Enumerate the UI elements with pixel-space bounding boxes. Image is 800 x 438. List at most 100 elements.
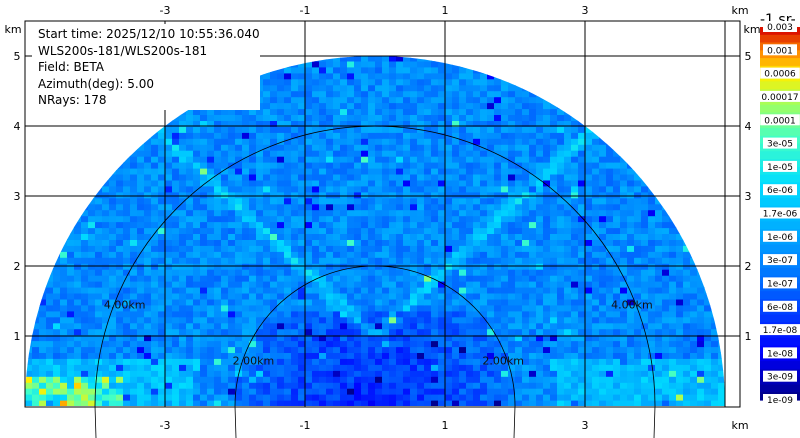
data-cell (144, 150, 152, 157)
data-cell (228, 209, 236, 217)
data-cell (690, 370, 698, 377)
data-cell (207, 251, 215, 258)
data-cell (270, 162, 278, 169)
data-cell (151, 162, 159, 169)
data-cell (312, 298, 320, 306)
data-cell (74, 281, 82, 288)
y-tick-label: 2 (745, 260, 752, 273)
data-cell (242, 239, 250, 246)
data-cell (298, 257, 306, 264)
data-cell (501, 340, 509, 348)
data-cell (312, 400, 320, 406)
data-cell (634, 400, 642, 406)
data-cell (410, 275, 418, 282)
data-cell (214, 150, 222, 157)
data-cell (263, 162, 271, 169)
data-cell (501, 275, 509, 282)
data-cell (263, 185, 271, 193)
data-cell (683, 394, 691, 401)
data-cell (396, 287, 404, 294)
data-cell (578, 316, 586, 324)
data-cell (235, 287, 243, 294)
data-cell (543, 346, 551, 353)
data-cell (424, 78, 432, 86)
data-cell (165, 352, 173, 359)
data-cell (235, 120, 243, 127)
data-cell (711, 370, 719, 377)
data-cell (158, 400, 166, 406)
data-cell (67, 304, 75, 312)
data-cell (536, 209, 544, 217)
data-cell (557, 400, 565, 406)
colorbar-label-box (757, 207, 800, 219)
data-cell (466, 382, 474, 389)
data-cell (109, 382, 117, 389)
data-cell (319, 185, 327, 193)
data-cell (704, 364, 712, 371)
data-cell (557, 197, 565, 205)
data-cell (578, 179, 586, 187)
data-cell (550, 162, 558, 169)
data-cell (347, 269, 355, 276)
data-cell (690, 352, 698, 359)
data-cell (382, 310, 390, 318)
data-cell (571, 168, 579, 175)
data-cell (333, 197, 341, 205)
data-cell (522, 203, 530, 211)
data-cell (592, 287, 600, 294)
data-cell (284, 179, 292, 187)
colorbar-label-box (763, 44, 797, 56)
data-cell (690, 316, 698, 324)
data-cell (634, 394, 642, 401)
data-cell (494, 168, 502, 175)
data-cell (522, 328, 530, 336)
data-cell (340, 114, 348, 121)
data-cell (361, 162, 369, 169)
data-cell (536, 370, 544, 377)
data-cell (298, 245, 306, 252)
colorbar-label-box (763, 230, 797, 242)
data-cell (340, 168, 348, 175)
data-cell (669, 275, 677, 282)
data-cell (193, 376, 201, 383)
data-cell (305, 334, 313, 342)
data-cell (102, 275, 110, 282)
data-cell (501, 376, 509, 383)
data-cell (536, 174, 544, 181)
data-cell (655, 269, 663, 276)
data-cell (508, 376, 516, 383)
data-cell (606, 179, 614, 187)
data-cell (270, 227, 278, 234)
data-cell (550, 245, 558, 252)
data-cell (263, 126, 271, 133)
data-cell (683, 281, 691, 288)
data-cell (515, 364, 523, 371)
data-cell (333, 66, 341, 74)
data-cell (46, 346, 54, 353)
data-cell (228, 191, 236, 199)
data-cell (277, 84, 285, 92)
data-cell (536, 203, 544, 211)
data-cell (487, 245, 495, 252)
data-cell (613, 346, 621, 353)
data-cell (529, 114, 537, 121)
data-cell (578, 132, 586, 139)
data-cell (193, 233, 201, 240)
data-cell (137, 293, 145, 300)
data-cell (263, 334, 271, 342)
range-ring (94, 125, 656, 407)
data-cell (186, 304, 194, 312)
data-cell (501, 156, 509, 163)
data-cell (284, 400, 292, 406)
data-cell (382, 168, 390, 175)
data-cell (606, 185, 614, 193)
data-cell (578, 215, 586, 223)
data-cell (571, 132, 579, 139)
data-cell (606, 221, 614, 229)
data-cell (620, 304, 628, 312)
data-cell (291, 316, 299, 324)
data-cell (235, 114, 243, 121)
data-cell (438, 275, 446, 282)
colorbar-segment (760, 314, 800, 323)
data-cell (410, 310, 418, 318)
